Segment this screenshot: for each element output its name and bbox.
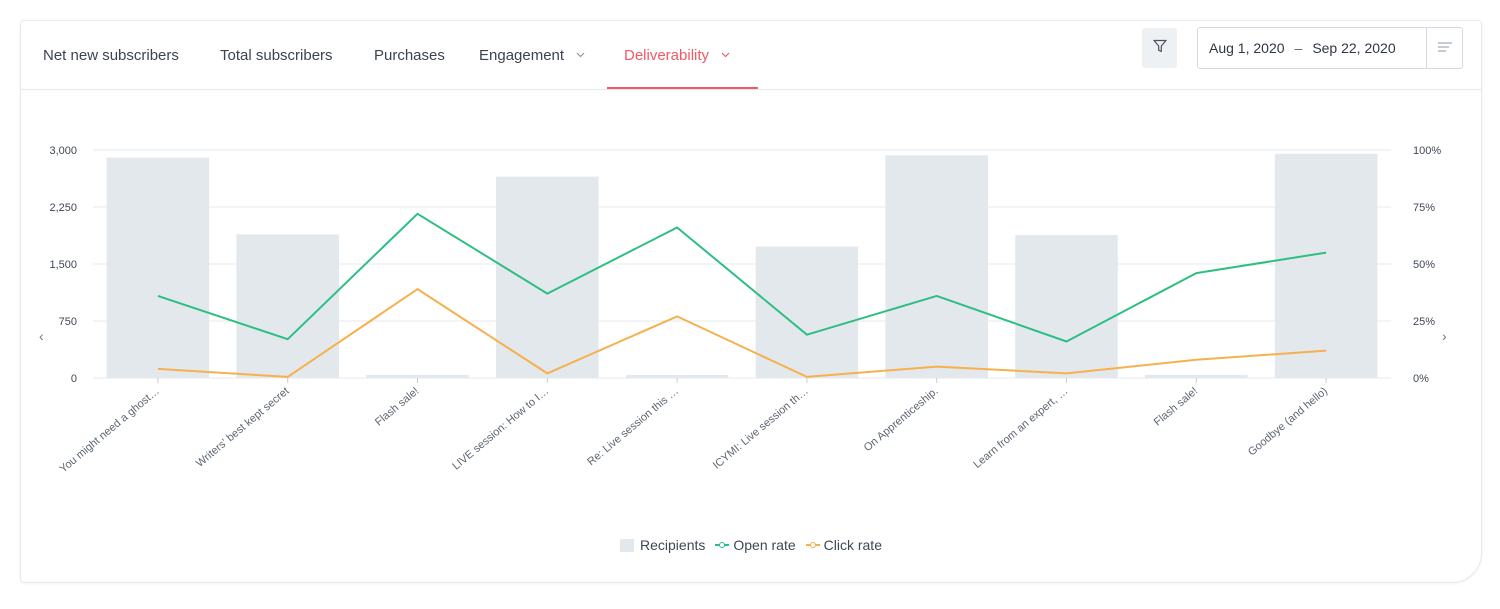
chart-legend: Recipients Open rate Click rate (21, 537, 1481, 553)
tab-total-subscribers[interactable]: Total subscribers (220, 21, 333, 89)
recipients-bar (1015, 235, 1118, 378)
tab-net-new-subscribers[interactable]: Net new subscribers (43, 21, 179, 89)
tab-label: Total subscribers (220, 46, 333, 64)
recipients-bar (885, 155, 988, 378)
left-tick-label: 3,000 (49, 145, 77, 157)
recipients-bar (1145, 374, 1248, 378)
right-tick-label: 50% (1413, 259, 1435, 271)
click-rate-line (157, 288, 1327, 378)
right-tick-label: 25% (1413, 316, 1435, 328)
tab-label: Purchases (374, 46, 445, 64)
rate-lines (157, 212, 1327, 378)
open-rate-line (157, 212, 1327, 343)
date-divider (1426, 28, 1427, 68)
legend-swatch-recipients (620, 538, 634, 552)
category-label: LIVE session: How to I… (450, 385, 551, 472)
category-label: Re: Live session this … (585, 385, 681, 468)
recipients-bar (755, 246, 859, 378)
chart-next-arrow[interactable]: › (1442, 328, 1447, 344)
category-label: ICYMI: Live session th… (711, 385, 811, 472)
tab-deliverability[interactable]: Deliverability (624, 21, 730, 89)
category-label: Flash sale! (373, 385, 421, 428)
chart-prev-arrow[interactable]: ‹ (39, 328, 44, 344)
chevron-down-icon (576, 49, 585, 61)
category-label: Goodbye (and hello) (1246, 385, 1330, 458)
recipients-bar (366, 374, 469, 378)
left-tick-label: 0 (71, 373, 77, 385)
chevron-down-icon (721, 49, 730, 61)
left-tick-label: 750 (59, 316, 77, 328)
date-end: Sep 22, 2020 (1312, 40, 1396, 56)
recipients-bar (496, 176, 599, 378)
date-start: Aug 1, 2020 (1209, 40, 1285, 56)
right-axis: 0% 25% 50% 75% 100% (1413, 145, 1441, 385)
tab-label: Deliverability (624, 46, 710, 64)
right-tick-label: 0% (1413, 373, 1429, 385)
filter-button[interactable] (1142, 28, 1177, 68)
lines-menu-icon (1437, 39, 1453, 57)
chart-card: Net new subscribers Total subscribers Pu… (20, 20, 1482, 583)
legend-open-rate[interactable]: Open rate (715, 537, 796, 553)
left-tick-label: 1,500 (49, 259, 77, 271)
category-label: On Apprenticeship. (862, 385, 941, 454)
date-range-picker[interactable]: Aug 1, 2020– Sep 22, 2020 (1197, 27, 1463, 69)
legend-click-rate[interactable]: Click rate (805, 537, 882, 553)
legend-label: Click rate (823, 537, 882, 553)
category-label: Writers' best kept secret (194, 385, 292, 470)
recipients-bar (236, 234, 339, 378)
legend-swatch-open-rate (715, 539, 730, 551)
recipients-bar (625, 375, 729, 378)
active-tab-indicator (607, 87, 758, 89)
report-tabs: Net new subscribers Total subscribers Pu… (21, 21, 1481, 90)
category-axis: You might need a ghost… Writers' best kep… (57, 378, 1330, 475)
left-axis: 0 750 1,500 2,250 3,000 (49, 145, 77, 385)
category-label: Learn from an expert, … (971, 385, 1070, 471)
filter-icon (1152, 39, 1167, 58)
category-label: Flash sale! (1152, 385, 1200, 428)
date-range-text: Aug 1, 2020– Sep 22, 2020 (1209, 28, 1396, 68)
tab-label: Engagement (479, 46, 565, 64)
legend-recipients[interactable]: Recipients (620, 537, 705, 553)
recipients-bar (1274, 153, 1378, 378)
legend-label: Open rate (733, 537, 796, 553)
date-options-button[interactable] (1427, 28, 1462, 68)
category-label: You might need a ghost… (57, 385, 161, 475)
right-tick-label: 100% (1413, 145, 1441, 157)
left-tick-label: 2,250 (49, 202, 77, 214)
right-tick-label: 75% (1413, 202, 1435, 214)
tab-purchases[interactable]: Purchases (374, 21, 445, 89)
legend-swatch-click-rate (805, 539, 820, 551)
date-separator: – (1294, 40, 1303, 56)
recipients-bars (106, 153, 1378, 378)
legend-label: Recipients (640, 537, 706, 553)
deliverability-chart: 0 750 1,500 2,250 3,000 0% 25% 50% 75% 100% You … (49, 145, 1441, 475)
tab-label: Net new subscribers (43, 46, 179, 64)
tab-engagement[interactable]: Engagement (479, 21, 585, 89)
recipients-bar (106, 157, 210, 378)
